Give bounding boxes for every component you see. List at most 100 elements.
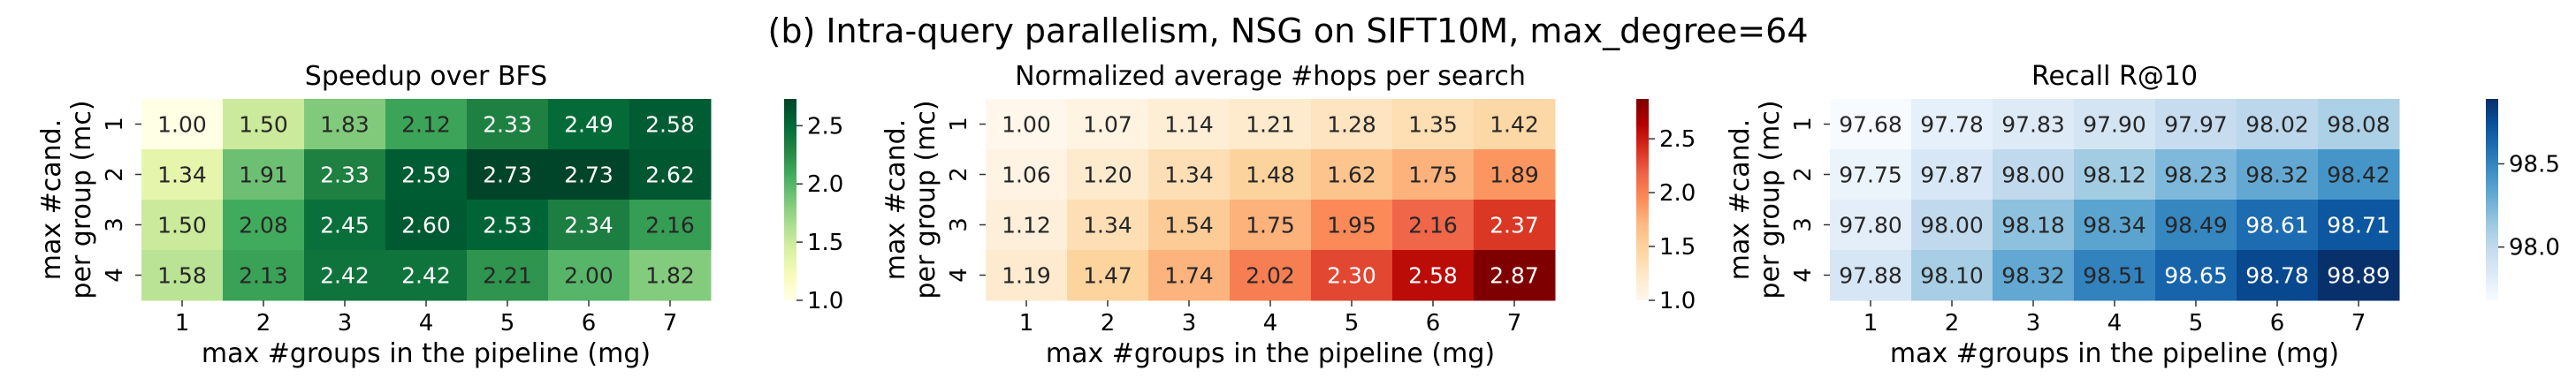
cell-value-label: 2.13 [239,263,288,289]
colorbar-tick-label: 98.0 [2509,235,2560,261]
colorbar-tick-label: 98.5 [2509,151,2560,178]
x-tick-label: 6 [582,310,597,337]
cell-value-label: 1.19 [1002,263,1051,289]
cell-value-label: 2.58 [645,112,695,138]
cell-value-label: 2.49 [564,112,614,138]
cell-value-label: 1.58 [157,263,207,289]
cell-value-label: 1.00 [157,112,207,138]
cell-value-label: 2.59 [401,163,451,188]
cell-value-label: 2.16 [1408,213,1458,238]
x-tick-label: 1 [1863,310,1879,337]
y-axis-label: max #cand. [1725,119,1756,281]
colorbar-tick-label: 1.0 [807,288,843,314]
cell-value-label: 97.90 [2083,112,2146,138]
cell-value-label: 97.68 [1839,112,1902,138]
cell-value-label: 2.42 [320,263,370,289]
heatmap-cell [385,99,468,150]
cell-value-label: 2.30 [1327,263,1376,289]
heatmap-cell [385,250,468,301]
y-tick-label: 3 [1790,217,1817,232]
y-axis-label: per group (mc) [66,100,97,299]
cell-value-label: 1.34 [1164,163,1214,188]
heatmap-cell [629,149,712,201]
heatmap-cell [2074,149,2156,201]
y-tick-label: 1 [1790,117,1817,132]
cell-value-label: 98.61 [2245,213,2309,238]
heatmap-cell [1830,99,1912,150]
cell-value-label: 2.33 [483,112,532,138]
cell-value-label: 98.08 [2327,112,2390,138]
heatmap-cell [467,149,549,201]
y-tick-label: 1 [102,117,128,132]
heatmap-cell [141,99,224,150]
heatmap-cell [2074,99,2156,150]
x-tick-label: 2 [256,310,271,337]
cell-value-label: 2.62 [645,163,695,188]
cell-value-label: 1.14 [1164,112,1214,138]
heatmap-cell [1474,149,1556,201]
heatmap-cell [1230,149,1312,201]
cell-value-label: 97.78 [1920,112,1984,138]
cell-value-label: 97.97 [2164,112,2228,138]
heatmap-cell [2155,200,2237,251]
heatmap-cell [1911,250,1993,301]
heatmap-cell [2237,250,2319,301]
heatmap-cell [1911,200,1993,251]
cell-value-label: 98.65 [2164,263,2228,289]
heatmap-cell [467,200,549,251]
cell-value-label: 98.12 [2083,163,2146,188]
cell-value-label: 98.71 [2327,213,2390,238]
cell-value-label: 2.34 [564,213,614,238]
cell-value-label: 2.60 [401,213,451,238]
heatmap-cell [986,250,1068,301]
x-tick-label: 7 [2351,310,2366,337]
cell-value-label: 1.83 [320,112,370,138]
cell-value-label: 97.88 [1839,263,1902,289]
heatmap-cell [1392,99,1475,150]
heatmap-cell [1392,200,1475,251]
heatmap-cell [467,250,549,301]
x-axis-label: max #groups in the pipeline (mg) [1046,338,1495,369]
colorbar-tick-label: 1.5 [1659,234,1696,261]
heatmap-cell [304,200,386,251]
heatmap-cell [1830,250,1912,301]
x-tick-label: 7 [1507,310,1522,337]
cell-value-label: 1.48 [1246,163,1295,188]
cell-value-label: 2.53 [483,213,532,238]
heatmap-cell [1830,200,1912,251]
heatmap-cell [304,149,386,201]
heatmap-cell [2237,99,2319,150]
heatmap-cell [2155,149,2237,201]
heatmap-cell [141,200,224,251]
cell-value-label: 1.00 [1002,112,1051,138]
cell-value-label: 1.06 [1002,163,1051,188]
heatmap-cell [223,250,305,301]
heatmap-panel-3: Recall R@10 97.68 97.78 97.83 97.90 97.97 98.0… [1725,61,2560,369]
heatmap-cell [1230,99,1312,150]
heatmap-cell [141,250,224,301]
x-tick-label: 4 [1263,310,1278,337]
heatmap-cell [1311,99,1393,150]
y-axis-label: max #cand. [880,119,911,281]
colorbar-tick-label: 2.5 [1659,126,1696,153]
cell-value-label: 1.75 [1408,163,1458,188]
panel-title: Speedup over BFS [305,61,547,92]
figure-title: (b) Intra-query parallelism, NSG on SIFT… [768,11,1809,50]
heatmap-cell [1993,250,2075,301]
heatmap-cell [1474,99,1556,150]
colorbar-tick-label: 1.0 [1659,288,1696,314]
heatmap-cell [629,99,712,150]
heatmap-cell [1067,149,1149,201]
cell-value-label: 97.75 [1839,163,1902,188]
cell-value-label: 98.10 [1920,263,1984,289]
cell-value-label: 1.35 [1408,112,1458,138]
x-tick-label: 6 [2270,310,2285,337]
y-tick-label: 4 [102,268,128,283]
cell-value-label: 98.00 [2001,163,2065,188]
cell-value-label: 98.34 [2083,213,2146,238]
heatmap-cell [1148,200,1231,251]
heatmap-cell [986,149,1068,201]
cell-value-label: 1.82 [645,263,695,289]
colorbar-tick-label: 2.5 [807,113,843,140]
y-axis-label: per group (mc) [911,100,941,299]
